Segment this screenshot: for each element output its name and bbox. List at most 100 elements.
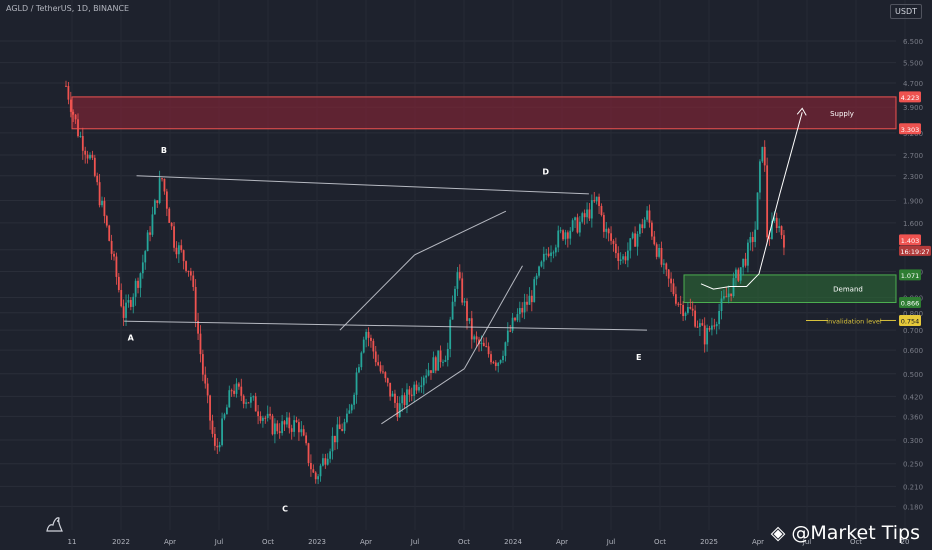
candle-body xyxy=(449,319,452,349)
candle-body xyxy=(559,230,562,232)
candle-body xyxy=(384,372,387,379)
candle-body xyxy=(264,417,267,419)
candle-body xyxy=(324,458,327,465)
candle-body xyxy=(117,276,120,291)
candle-body xyxy=(274,423,276,435)
candle-body xyxy=(771,220,773,239)
countdown-bg xyxy=(899,245,931,256)
y-tick-label: 0.500 xyxy=(903,371,923,379)
candle-body xyxy=(492,362,495,364)
currency-button[interactable]: USDT xyxy=(890,4,922,19)
candle-body xyxy=(247,402,250,404)
y-tick-label: 0.210 xyxy=(903,483,923,491)
candle-body xyxy=(624,256,627,261)
candle-body xyxy=(153,200,156,215)
candle-body xyxy=(201,354,204,375)
y-tick-label: 1.600 xyxy=(903,220,923,228)
y-tick-label: 1.900 xyxy=(903,198,923,206)
candle-body xyxy=(408,389,411,395)
candle-body xyxy=(348,410,351,414)
candle-body xyxy=(173,226,175,248)
candle-body xyxy=(485,346,488,348)
candle-body xyxy=(132,296,135,307)
candle-body xyxy=(336,424,339,443)
candle-body xyxy=(415,384,418,391)
candle-body xyxy=(581,213,584,222)
candle-body xyxy=(329,451,332,459)
demand-label: Demand xyxy=(833,286,863,294)
candle-body xyxy=(773,217,776,221)
candle-body xyxy=(300,429,303,433)
x-tick-label: Jul xyxy=(802,538,812,546)
candle-body xyxy=(631,233,634,239)
candle-body xyxy=(538,266,540,276)
candle-body xyxy=(600,205,603,216)
candle-body xyxy=(523,301,526,313)
candle-body xyxy=(358,367,360,373)
candle-body xyxy=(418,387,420,391)
candle-body xyxy=(533,279,536,303)
candle-body xyxy=(269,413,271,416)
candle-body xyxy=(79,136,82,138)
candle-body xyxy=(749,237,752,243)
candle-body xyxy=(377,362,380,366)
price-axis[interactable]: 6.5005.5004.7003.9003.2002.7002.3001.900… xyxy=(899,38,931,511)
candle-body xyxy=(487,346,490,355)
candle-body xyxy=(74,114,77,120)
price-tag-bg xyxy=(899,234,921,246)
candle-body xyxy=(141,262,144,274)
candle-body xyxy=(674,294,677,304)
x-tick-label: Apr xyxy=(752,538,764,546)
candle-body xyxy=(307,443,310,463)
candle-body xyxy=(605,228,608,232)
candle-body xyxy=(742,258,745,268)
candle-body xyxy=(422,377,425,386)
candle-body xyxy=(187,270,190,272)
x-tick-label: 11 xyxy=(68,538,77,546)
candle-body xyxy=(406,389,408,406)
candle-body xyxy=(763,146,766,166)
candle-body xyxy=(641,224,644,229)
candle-body xyxy=(468,318,471,321)
candle-body xyxy=(511,317,514,331)
y-tick-label: 0.420 xyxy=(903,393,923,401)
candle-body xyxy=(209,395,211,421)
neckline xyxy=(124,320,648,331)
candle-body xyxy=(444,360,447,362)
zones-layer: Supply Demand invalidation level xyxy=(71,96,897,325)
y-tick-label: 0.300 xyxy=(903,437,923,445)
candle-body xyxy=(305,435,308,444)
time-axis[interactable]: 11 2022 Apr Jul Oct 2023 Apr Jul Oct 2024 Apr Jul Oc… xyxy=(68,538,910,546)
wave-label-d: D xyxy=(542,168,549,177)
candle-body xyxy=(252,396,255,398)
demand-zone xyxy=(683,274,897,303)
candle-body xyxy=(658,248,660,257)
candle-body xyxy=(177,245,180,255)
candle-body xyxy=(494,362,497,367)
candle-body xyxy=(437,350,440,371)
candle-body xyxy=(434,357,437,371)
x-tick-label: Jul xyxy=(214,538,224,546)
candle-body xyxy=(619,259,622,261)
candle-body xyxy=(648,210,651,223)
x-tick-label: Jul xyxy=(410,538,420,546)
price-tag-label: 1.071 xyxy=(901,272,920,280)
candle-body xyxy=(245,402,247,404)
candle-body xyxy=(574,217,576,221)
candle-body xyxy=(761,146,764,162)
tradingview-logo-icon xyxy=(46,517,63,532)
candle-body xyxy=(682,304,685,317)
candle-body xyxy=(360,352,363,368)
invalidation-label: invalidation level xyxy=(826,317,882,325)
candle-body xyxy=(151,214,154,235)
candle-body xyxy=(341,428,344,431)
candle-body xyxy=(158,178,161,203)
candle-body xyxy=(569,230,572,239)
candle-body xyxy=(509,330,512,332)
y-tick-label: 3.900 xyxy=(903,104,923,112)
candle-body xyxy=(480,342,483,345)
candle-body xyxy=(718,310,721,325)
candle-body xyxy=(502,355,504,361)
candle-body xyxy=(370,337,372,341)
